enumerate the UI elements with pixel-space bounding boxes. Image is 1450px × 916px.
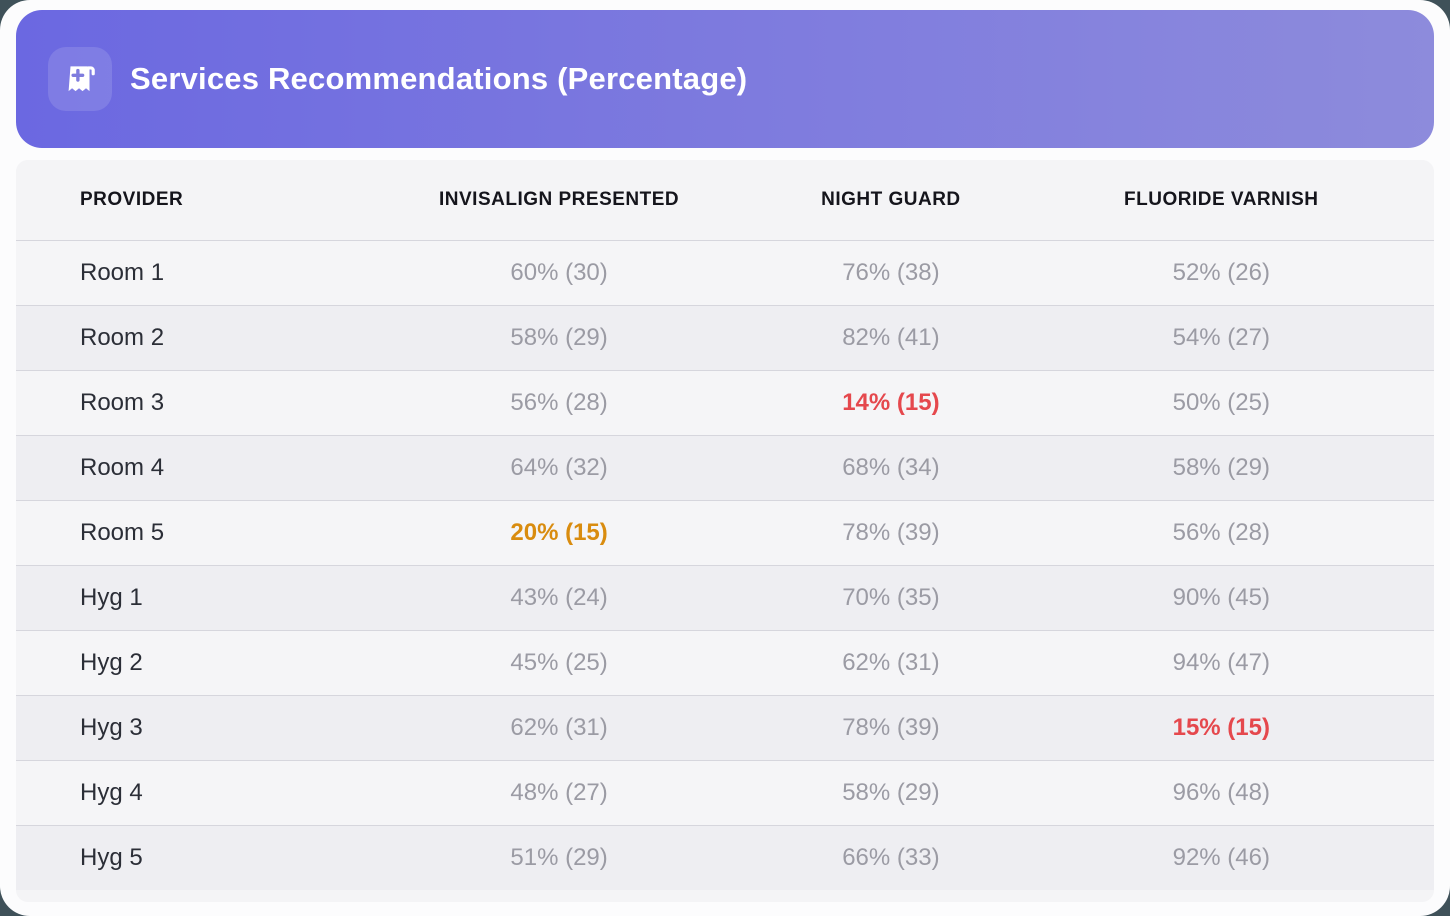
value-cell-fluoride: 90% (45) bbox=[1008, 565, 1434, 631]
value-cell-night-guard: 66% (33) bbox=[842, 843, 940, 871]
value-cell-night-guard: 14% (15) bbox=[773, 370, 1009, 436]
column-header-provider: PROVIDER bbox=[16, 160, 345, 241]
value-cell-invisalign: 48% (27) bbox=[344, 760, 774, 826]
table-row: Room 5 20% (15) 78% (39) 56% (28) bbox=[16, 500, 1434, 566]
value-cell-invisalign: 51% (29) bbox=[510, 843, 608, 871]
value-cell-invisalign: 43% (24) bbox=[344, 565, 774, 631]
value-cell-invisalign: 64% (32) bbox=[344, 435, 774, 501]
provider-cell: Hyg 3 bbox=[16, 695, 345, 761]
provider-cell: Hyg 4 bbox=[16, 760, 345, 826]
table-row: Hyg 2 45% (25) 62% (31) 94% (47) bbox=[16, 630, 1434, 696]
column-header-invisalign-presented: INVISALIGN PRESENTED bbox=[344, 160, 774, 241]
value-cell-night-guard: 62% (31) bbox=[773, 630, 1009, 696]
value-cell-fluoride: 92% (46) bbox=[1172, 843, 1270, 871]
table-row: Hyg 1 43% (24) 70% (35) 90% (45) bbox=[16, 565, 1434, 631]
services-table-card: PROVIDER INVISALIGN PRESENTED NIGHT GUAR… bbox=[16, 160, 1434, 902]
value-cell-fluoride: 96% (48) bbox=[1008, 760, 1434, 826]
provider-cell: Room 5 bbox=[16, 500, 345, 566]
value-cell-night-guard: 76% (38) bbox=[773, 240, 1009, 306]
value-cell-night-guard: 82% (41) bbox=[773, 305, 1009, 371]
receipt-plus-icon bbox=[61, 60, 99, 98]
value-cell-invisalign: 45% (25) bbox=[344, 630, 774, 696]
value-cell-invisalign: 62% (31) bbox=[344, 695, 774, 761]
value-cell-night-guard: 78% (39) bbox=[773, 500, 1009, 566]
value-cell-night-guard: 78% (39) bbox=[773, 695, 1009, 761]
provider-cell: Hyg 1 bbox=[16, 565, 345, 631]
icon-tile bbox=[48, 47, 112, 111]
value-cell-invisalign: 56% (28) bbox=[344, 370, 774, 436]
table-row: Hyg 5 51% (29) 66% (33) 92% (46) bbox=[16, 825, 1434, 890]
provider-cell: Room 4 bbox=[16, 435, 345, 501]
value-cell-fluoride: 15% (15) bbox=[1008, 695, 1434, 761]
value-cell-fluoride: 58% (29) bbox=[1008, 435, 1434, 501]
report-header-banner: Services Recommendations (Percentage) bbox=[16, 10, 1434, 148]
table-row: Hyg 3 62% (31) 78% (39) 15% (15) bbox=[16, 695, 1434, 761]
page-title: Services Recommendations (Percentage) bbox=[130, 61, 748, 96]
value-cell-night-guard: 58% (29) bbox=[773, 760, 1009, 826]
provider-cell: Hyg 5 bbox=[80, 843, 143, 871]
provider-cell: Room 3 bbox=[16, 370, 345, 436]
value-cell-invisalign: 58% (29) bbox=[344, 305, 774, 371]
provider-cell: Hyg 2 bbox=[16, 630, 345, 696]
value-cell-night-guard: 70% (35) bbox=[773, 565, 1009, 631]
value-cell-fluoride: 94% (47) bbox=[1008, 630, 1434, 696]
value-cell-fluoride: 54% (27) bbox=[1008, 305, 1434, 371]
value-cell-night-guard: 68% (34) bbox=[773, 435, 1009, 501]
table-row: Room 3 56% (28) 14% (15) 50% (25) bbox=[16, 370, 1434, 436]
column-header-fluoride-varnish: FLUORIDE VARNISH bbox=[1008, 160, 1434, 241]
table-row: Hyg 4 48% (27) 58% (29) 96% (48) bbox=[16, 760, 1434, 826]
table-row: Room 4 64% (32) 68% (34) 58% (29) bbox=[16, 435, 1434, 501]
value-cell-fluoride: 50% (25) bbox=[1008, 370, 1434, 436]
provider-cell: Room 1 bbox=[16, 240, 345, 306]
table-row: Room 2 58% (29) 82% (41) 54% (27) bbox=[16, 305, 1434, 371]
table-header-row: PROVIDER INVISALIGN PRESENTED NIGHT GUAR… bbox=[16, 160, 1434, 241]
value-cell-fluoride: 52% (26) bbox=[1008, 240, 1434, 306]
column-header-night-guard: NIGHT GUARD bbox=[773, 160, 1009, 241]
table-row: Room 1 60% (30) 76% (38) 52% (26) bbox=[16, 240, 1434, 306]
value-cell-invisalign: 60% (30) bbox=[344, 240, 774, 306]
services-table: PROVIDER INVISALIGN PRESENTED NIGHT GUAR… bbox=[16, 160, 1434, 890]
provider-cell: Room 2 bbox=[16, 305, 345, 371]
value-cell-invisalign: 20% (15) bbox=[344, 500, 774, 566]
value-cell-fluoride: 56% (28) bbox=[1008, 500, 1434, 566]
